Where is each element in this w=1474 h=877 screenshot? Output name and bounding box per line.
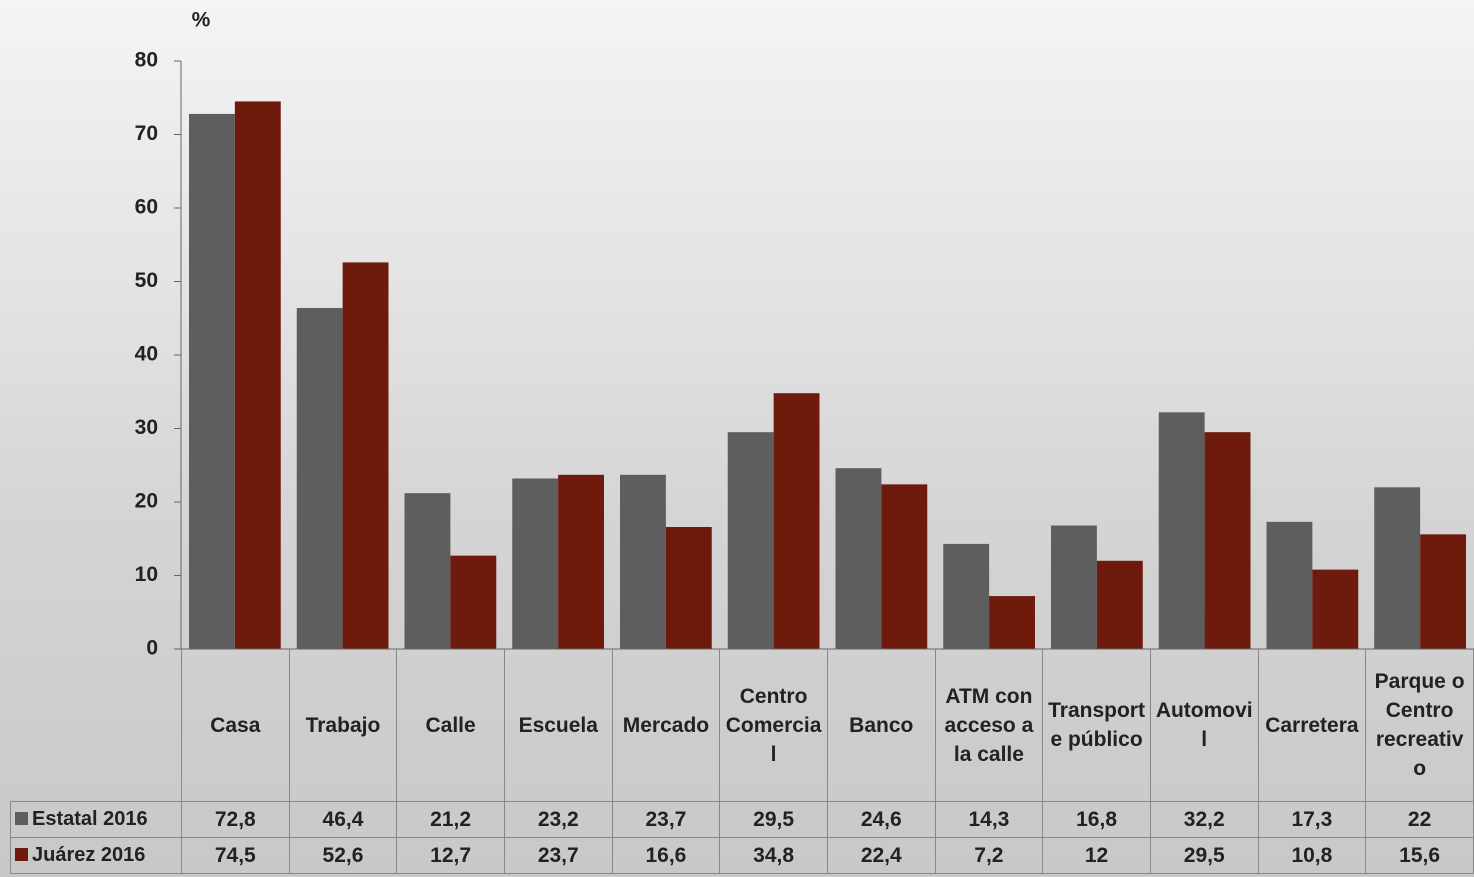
bar — [1096, 560, 1143, 649]
bar — [665, 526, 712, 649]
legend-label: Juárez 2016 — [32, 844, 146, 866]
y-tick-label: 0 — [146, 637, 158, 660]
bar — [1051, 525, 1097, 649]
x-tick-label: Banco — [826, 649, 936, 802]
data-label: 29,5 — [719, 801, 828, 838]
legend-entry: Juárez 2016 — [10, 837, 182, 874]
data-label: 29,5 — [1149, 837, 1259, 874]
y-tick-label: 30 — [135, 416, 158, 439]
data-label: 16,6 — [611, 837, 721, 874]
data-label: 52,6 — [288, 837, 398, 874]
data-label: 10,8 — [1257, 837, 1367, 874]
bar — [773, 393, 820, 649]
bar — [881, 484, 928, 649]
x-tick-label: Trabajo — [288, 649, 398, 802]
series-row: Estatal 2016 72,8 46,4 21,2 23,2 23,7 29,5 24,6… — [10, 801, 1474, 838]
bar — [1420, 534, 1466, 649]
x-tick-label: Parque o Centro recreativo — [1365, 649, 1474, 802]
y-tick-label: 80 — [135, 49, 158, 72]
x-tick-label: Transporte público — [1042, 649, 1151, 802]
data-label: 7,2 — [934, 837, 1044, 874]
bar — [1312, 569, 1359, 649]
data-label: 72,8 — [180, 801, 290, 838]
data-label: 21,2 — [396, 801, 505, 838]
data-label: 22 — [1365, 801, 1474, 838]
data-label: 12,7 — [396, 837, 505, 874]
x-tick-label: Mercado — [611, 649, 721, 802]
bar — [989, 596, 1035, 649]
series-row: Juárez 2016 74,5 52,6 12,7 23,7 16,6 34,8 22,4 7… — [10, 837, 1474, 874]
y-axis-label: % — [192, 9, 211, 32]
bar — [342, 262, 389, 649]
y-tick-label: 10 — [135, 563, 158, 586]
x-tick-label: Carretera — [1257, 649, 1367, 802]
data-label: 12 — [1042, 837, 1151, 874]
legend-swatch — [15, 848, 28, 861]
bar — [1266, 521, 1313, 649]
x-tick-label: ATM con acceso a la calle — [934, 649, 1044, 802]
data-label: 14,3 — [934, 801, 1044, 838]
data-label: 23,7 — [611, 801, 721, 838]
bar — [512, 478, 559, 649]
bar — [1158, 412, 1205, 649]
bar — [558, 474, 604, 649]
data-label: 32,2 — [1149, 801, 1259, 838]
legend-label: Estatal 2016 — [32, 808, 148, 830]
bar — [620, 474, 666, 649]
legend-swatch — [15, 812, 28, 825]
category-row: Casa Trabajo Calle Escuela Mercado Centro Com… — [11, 649, 1474, 802]
x-tick-label: Calle — [396, 649, 505, 802]
data-label: 46,4 — [288, 801, 398, 838]
x-tick-label: Casa — [180, 649, 290, 802]
data-label: 74,5 — [180, 837, 290, 874]
bar — [404, 493, 451, 649]
data-label: 17,3 — [1257, 801, 1367, 838]
y-tick-label: 60 — [135, 196, 158, 219]
data-label: 15,6 — [1365, 837, 1474, 874]
data-label: 16,8 — [1042, 801, 1151, 838]
bar — [189, 113, 235, 650]
x-tick-label: Centro Comercial — [719, 649, 828, 802]
y-tick-label: 70 — [135, 122, 158, 145]
data-table: Casa Trabajo Calle Escuela Mercado Centro Com… — [10, 649, 1474, 874]
x-tick-label: Automovil — [1149, 649, 1259, 802]
bar — [943, 543, 990, 649]
bar — [1374, 487, 1421, 649]
y-tick-label: 50 — [135, 269, 158, 292]
data-label: 23,2 — [503, 801, 613, 838]
bar — [234, 101, 281, 650]
blank-cell — [11, 649, 182, 802]
data-label: 23,7 — [503, 837, 613, 874]
data-label: 24,6 — [826, 801, 936, 838]
data-label: 34,8 — [719, 837, 828, 874]
bar — [296, 307, 343, 649]
bar — [727, 432, 774, 649]
bar — [835, 468, 882, 649]
y-tick-label: 20 — [135, 490, 158, 513]
legend-entry: Estatal 2016 — [10, 801, 182, 838]
x-tick-label: Escuela — [503, 649, 613, 802]
bar — [450, 555, 497, 649]
data-label: 22,4 — [826, 837, 936, 874]
y-tick-label: 40 — [135, 343, 158, 366]
bar — [1204, 432, 1251, 649]
